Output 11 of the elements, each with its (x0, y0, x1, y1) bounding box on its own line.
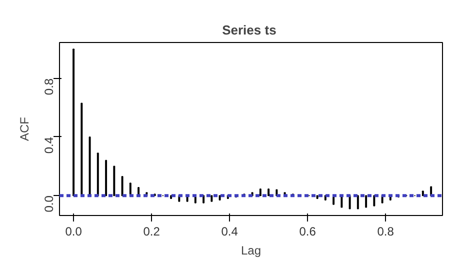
x-tick-label: 0.2 (143, 224, 160, 238)
chart-title: Series ts (222, 22, 276, 38)
x-axis-title: Lag (240, 244, 262, 258)
x-tick-label: 0.4 (221, 224, 238, 238)
x-tick-label: 0.6 (299, 224, 316, 238)
y-tick-label: 0.8 (42, 78, 56, 96)
x-tick-label: 0.0 (65, 224, 82, 238)
y-tick-label: 0.0 (42, 195, 56, 212)
x-tick-label: 0.8 (377, 224, 394, 238)
y-tick-label: 0.4 (42, 136, 56, 154)
y-axis-title: ACF (18, 117, 32, 141)
